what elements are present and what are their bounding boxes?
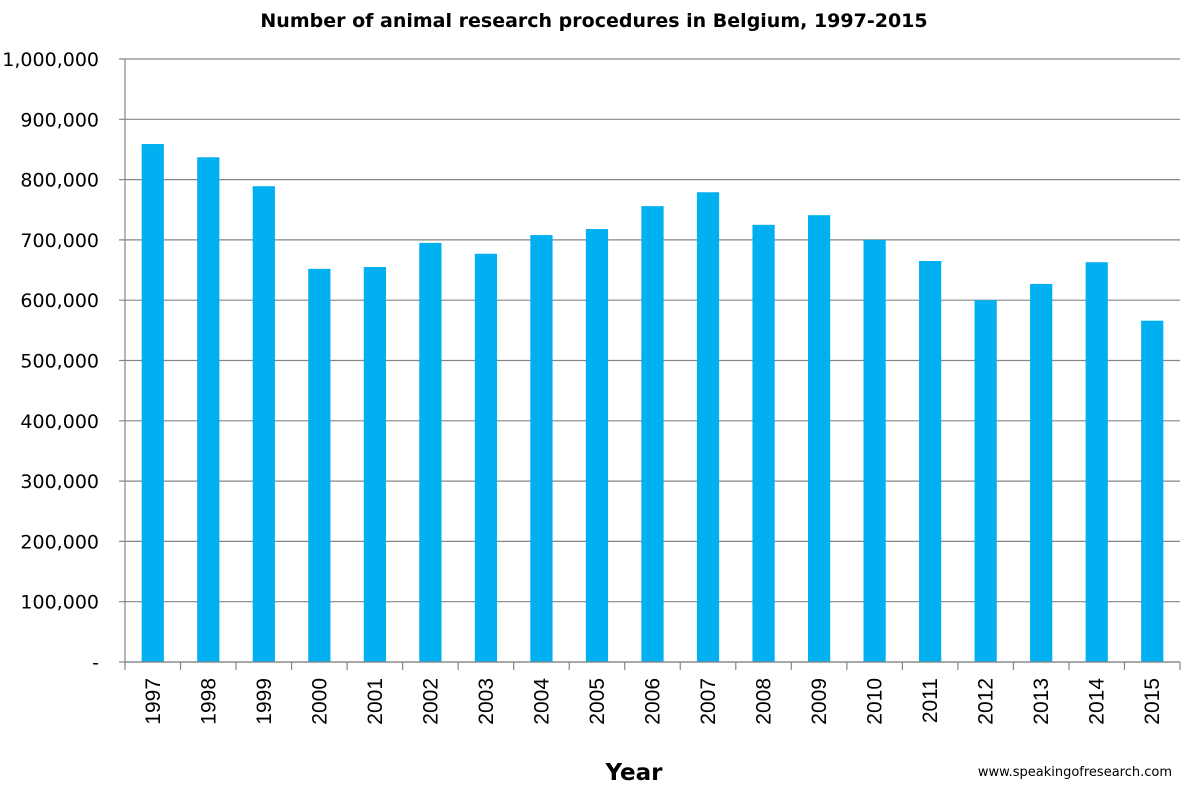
y-tick-label: 400,000 — [20, 411, 99, 433]
y-tick-label: 800,000 — [20, 170, 99, 192]
x-tick-label: 2001 — [364, 678, 387, 725]
bar-2011 — [919, 261, 942, 662]
x-axis-label: Year — [604, 760, 663, 786]
bar-2014 — [1085, 262, 1108, 662]
y-axis-ticks: - 100,000 200,000 300,000 400,000 500,000 600,… — [2, 49, 99, 674]
bar-2009 — [807, 215, 831, 662]
y-tick-label: 1,000,000 — [2, 49, 99, 71]
x-tick-label: 1997 — [142, 678, 165, 725]
bar-2010 — [863, 239, 886, 662]
bar-1998 — [197, 157, 220, 662]
x-tick-label: 2000 — [308, 678, 331, 725]
x-tick-label: 2005 — [586, 678, 609, 725]
y-tick-label: 700,000 — [20, 230, 99, 252]
x-tick-label: 2006 — [642, 678, 665, 725]
x-tick-label: 2004 — [530, 678, 553, 725]
bar-2006 — [641, 206, 664, 662]
bar-1997 — [141, 144, 164, 662]
x-axis-ticks: 1997 1998 1999 2000 2001 2002 2003 2004 2005 2006… — [142, 678, 1164, 725]
bar-2001 — [363, 267, 386, 662]
chart-title: Number of animal research procedures in … — [260, 10, 927, 32]
bar-2007 — [696, 192, 720, 662]
bar-1999 — [252, 186, 275, 662]
x-tick-label: 2007 — [697, 678, 720, 725]
x-tick-label: 1999 — [253, 678, 276, 725]
x-tick-label: 2015 — [1141, 678, 1164, 725]
y-tick-label: 300,000 — [20, 471, 99, 493]
bar-2000 — [308, 268, 331, 662]
bar-2002 — [419, 242, 442, 663]
x-tick-label: 2014 — [1086, 678, 1109, 725]
x-tick-label: 2013 — [1030, 678, 1053, 725]
bar-2015 — [1141, 320, 1164, 662]
bar-2003 — [474, 253, 498, 663]
y-tick-label: - — [92, 652, 99, 674]
x-tick-label: 2002 — [419, 678, 442, 725]
bar-2012 — [974, 300, 997, 662]
x-tick-label: 2012 — [975, 678, 998, 725]
x-tick-label: 2011 — [919, 678, 942, 723]
bar-2005 — [585, 229, 609, 662]
bar-2004 — [530, 235, 553, 663]
bars — [141, 144, 1164, 663]
y-tick-label: 200,000 — [20, 531, 99, 553]
x-axis — [124, 59, 1181, 670]
bar-2008 — [752, 224, 775, 662]
x-tick-label: 1998 — [197, 678, 220, 725]
x-tick-label: 2009 — [808, 678, 831, 725]
bar-2013 — [1030, 283, 1053, 662]
y-tick-label: 100,000 — [20, 592, 99, 614]
y-tick-label: 600,000 — [20, 290, 99, 312]
x-tick-label: 2008 — [753, 678, 776, 725]
y-tick-label: 500,000 — [20, 351, 99, 373]
source-credit: www.speakingofresearch.com — [978, 765, 1172, 780]
x-tick-label: 2003 — [475, 678, 498, 725]
x-tick-label: 2010 — [864, 678, 887, 725]
y-tick-label: 900,000 — [20, 109, 99, 131]
